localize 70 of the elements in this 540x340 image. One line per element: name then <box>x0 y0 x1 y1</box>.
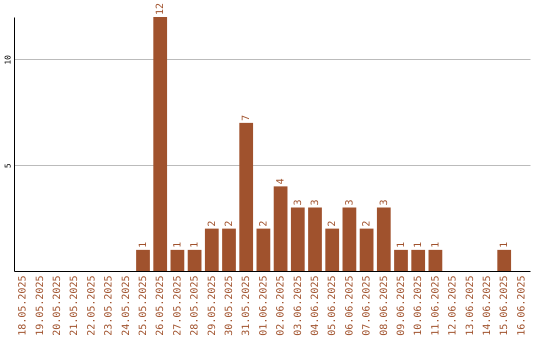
bar <box>360 228 374 271</box>
x-tick-label: 13.06.2025 <box>464 276 476 336</box>
x-tick-label: 10.06.2025 <box>413 276 424 336</box>
bar <box>376 208 391 271</box>
data-label: 2 <box>224 220 235 227</box>
bar <box>394 250 408 271</box>
bar <box>308 208 322 271</box>
y-tick-label: 5 <box>4 163 12 168</box>
x-tick-label: 30.05.2025 <box>224 276 235 336</box>
bar <box>428 250 442 271</box>
x-tick-label: 06.06.2025 <box>344 276 356 336</box>
data-label: 2 <box>258 220 270 227</box>
x-tick-label: 08.06.2025 <box>378 276 390 336</box>
bar <box>170 250 184 271</box>
x-tick-label: 02.06.2025 <box>276 276 287 336</box>
x-tick-label: 09.06.2025 <box>396 276 407 336</box>
x-tick-label: 25.05.2025 <box>138 276 149 336</box>
bar <box>274 186 288 271</box>
x-tick-label: 12.06.2025 <box>448 276 459 336</box>
x-tick-label: 31.05.2025 <box>241 276 252 336</box>
x-tick-label: 18.05.2025 <box>18 276 29 336</box>
data-label: 1 <box>138 242 149 248</box>
y-tick-label: 10 <box>4 54 12 65</box>
x-tick-label: 05.06.2025 <box>327 276 338 336</box>
bar <box>325 228 340 271</box>
x-tick-label: 19.05.2025 <box>34 276 46 336</box>
x-tick-label: 29.05.2025 <box>206 276 218 336</box>
data-label: 1 <box>413 242 424 248</box>
data-label: 12 <box>155 2 166 15</box>
x-tick-label: 26.05.2025 <box>155 276 166 336</box>
bar <box>256 228 270 271</box>
data-label: 2 <box>327 220 338 227</box>
x-tick-label: 04.06.2025 <box>310 276 321 336</box>
x-tick-label: 23.05.2025 <box>104 276 115 336</box>
x-tick-label: 15.06.2025 <box>499 276 510 336</box>
bar <box>342 208 356 271</box>
bar <box>188 250 202 271</box>
data-label: 1 <box>499 242 510 248</box>
data-label: 3 <box>310 199 321 206</box>
data-label: 2 <box>362 220 373 227</box>
data-label: 1 <box>430 242 442 248</box>
data-label: 4 <box>276 178 287 184</box>
x-tick-label: 03.06.2025 <box>292 276 304 336</box>
x-tick-label: 20.05.2025 <box>52 276 63 336</box>
x-tick-label: 24.05.2025 <box>120 276 132 336</box>
data-label: 1 <box>396 242 407 248</box>
data-label: 1 <box>172 242 184 248</box>
data-label: 1 <box>190 242 201 248</box>
x-tick-label: 07.06.2025 <box>362 276 373 336</box>
data-label: 2 <box>206 220 218 227</box>
data-label: 7 <box>241 114 252 121</box>
bar <box>290 208 305 271</box>
x-tick-label: 16.06.2025 <box>516 276 528 336</box>
x-tick-label: 28.05.2025 <box>190 276 201 336</box>
bar <box>204 228 219 271</box>
bar <box>153 17 168 271</box>
bar <box>239 122 254 271</box>
data-label: 3 <box>378 199 390 206</box>
bar <box>222 228 236 271</box>
bar <box>411 250 426 271</box>
x-tick-label: 27.05.2025 <box>172 276 184 336</box>
x-tick-label: 22.05.2025 <box>86 276 98 336</box>
x-tick-label: 14.06.2025 <box>482 276 493 336</box>
data-label: 3 <box>292 199 304 206</box>
data-label: 3 <box>344 199 356 206</box>
bar <box>136 250 150 271</box>
x-tick-label: 21.05.2025 <box>69 276 80 336</box>
x-tick-label: 11.06.2025 <box>430 276 442 336</box>
x-tick-label: 01.06.2025 <box>258 276 270 336</box>
bar <box>497 250 512 271</box>
